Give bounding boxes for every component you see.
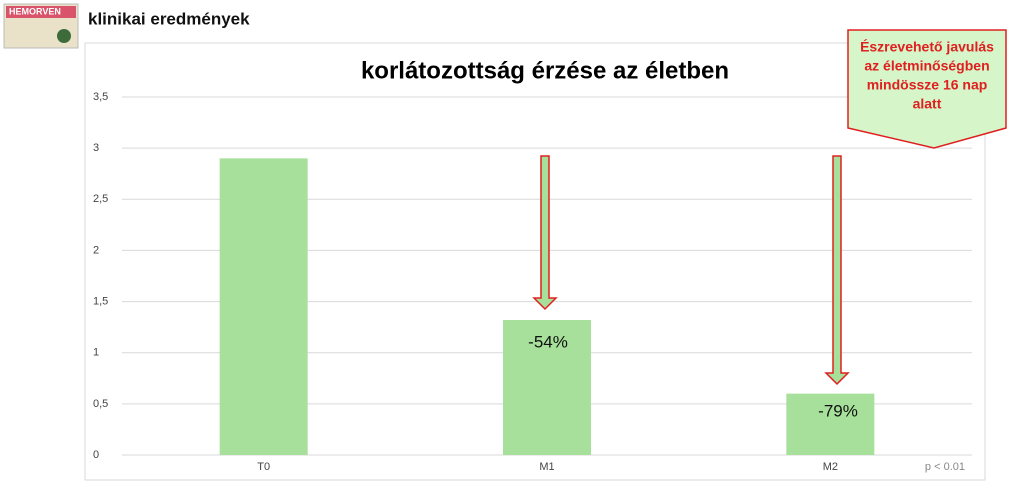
y-tick-label: 3,5 — [93, 91, 108, 103]
bar — [219, 158, 308, 455]
logo-text: HEMORVEN — [9, 6, 61, 16]
x-tick-label: T0 — [257, 461, 270, 473]
chart-title: korlátozottság érzése az életben — [361, 57, 729, 84]
page-title: klinikai eredmények — [88, 9, 250, 28]
callout: Észrevehető javulás az életminőségben mind… — [860, 39, 994, 112]
significance-note: p < 0.01 — [925, 461, 965, 473]
y-tick-label: 3 — [93, 142, 99, 154]
plot: 0 0,5 1 1,5 2 2,5 3 3,5 T0 M1 M2 -54% -79% — [93, 91, 972, 473]
callout-line: Észrevehető javulás — [860, 39, 994, 55]
change-label: -79% — [818, 401, 858, 420]
y-tick-label: 0 — [93, 449, 99, 461]
callout-line: alatt — [913, 96, 942, 112]
y-tick-label: 1,5 — [93, 295, 108, 307]
change-label: -54% — [528, 332, 568, 351]
product-image: HEMORVEN — [3, 3, 79, 49]
y-tick-label: 2,5 — [93, 193, 108, 205]
callout-line: az életminőségben — [864, 58, 989, 74]
x-tick-label: M1 — [539, 461, 554, 473]
bar — [786, 393, 875, 455]
callout-line: mindössze 16 nap — [867, 77, 988, 93]
y-tick-label: 0,5 — [93, 398, 108, 410]
bar — [503, 319, 591, 455]
x-tick-label: M2 — [823, 461, 838, 473]
y-tick-label: 1 — [93, 347, 99, 359]
y-tick-label: 2 — [93, 244, 99, 256]
arrows — [532, 155, 850, 386]
callout-box — [847, 29, 1007, 149]
